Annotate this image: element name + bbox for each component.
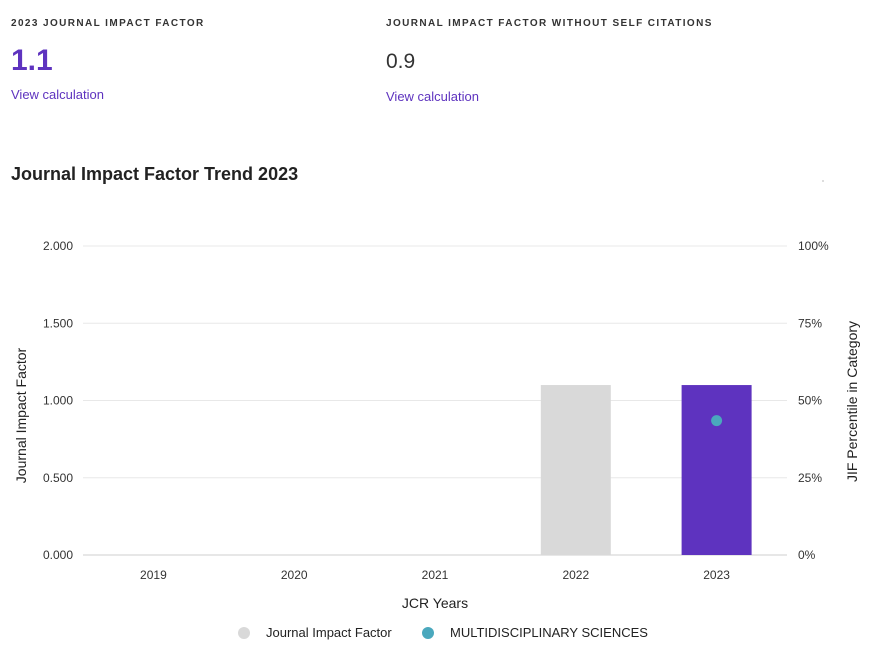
jif-no-self-view-calculation-link[interactable]: View calculation [386, 89, 479, 104]
legend-swatch-category [422, 626, 434, 639]
legend-label-category: MULTIDISCIPLINARY SCIENCES [450, 625, 648, 640]
jif-no-self-label: JOURNAL IMPACT FACTOR WITHOUT SELF CITAT… [386, 18, 713, 29]
y-tick-label: 0.000 [43, 548, 73, 562]
bar-2022 [540, 385, 611, 555]
x-tick-label: 2021 [422, 568, 449, 582]
x-tick-label: 2023 [703, 568, 730, 582]
jif-no-self-metric: JOURNAL IMPACT FACTOR WITHOUT SELF CITAT… [386, 18, 713, 106]
decorative-dot [822, 180, 824, 182]
legend-label-jif: Journal Impact Factor [266, 625, 392, 640]
y2-tick-label: 0% [798, 548, 816, 562]
y-tick-label: 2.000 [43, 239, 73, 253]
jif-no-self-value: 0.9 [386, 50, 416, 73]
y-tick-label: 1.500 [43, 316, 73, 330]
chart-legend: Journal Impact Factor MULTIDISCIPLINARY … [0, 625, 877, 645]
percentile-point-2023 [711, 415, 723, 427]
x-axis-title: JCR Years [402, 595, 468, 611]
x-tick-label: 2020 [281, 568, 308, 582]
legend-swatch-jif [238, 626, 250, 639]
legend-item-category[interactable]: MULTIDISCIPLINARY SCIENCES [422, 625, 648, 640]
y2-tick-label: 100% [798, 239, 829, 253]
y2-tick-label: 50% [798, 394, 822, 408]
jif-view-calculation-link[interactable]: View calculation [11, 87, 104, 102]
y-axis-title: Journal Impact Factor [13, 347, 29, 483]
x-tick-label: 2019 [140, 568, 167, 582]
y2-tick-label: 75% [798, 316, 822, 330]
jif-metric: 2023 JOURNAL IMPACT FACTOR 1.1 View calc… [11, 18, 205, 104]
y-tick-label: 0.500 [43, 471, 73, 485]
chart-title: Journal Impact Factor Trend 2023 [11, 164, 299, 184]
y2-tick-label: 25% [798, 471, 822, 485]
y2-axis-title: JIF Percentile in Category [844, 321, 860, 482]
bar-2023 [681, 385, 752, 555]
jif-label: 2023 JOURNAL IMPACT FACTOR [11, 18, 205, 29]
jif-value: 1.1 [11, 44, 53, 77]
y-tick-label: 1.000 [43, 394, 73, 408]
legend-item-jif[interactable]: Journal Impact Factor [238, 625, 392, 640]
x-tick-label: 2022 [562, 568, 589, 582]
